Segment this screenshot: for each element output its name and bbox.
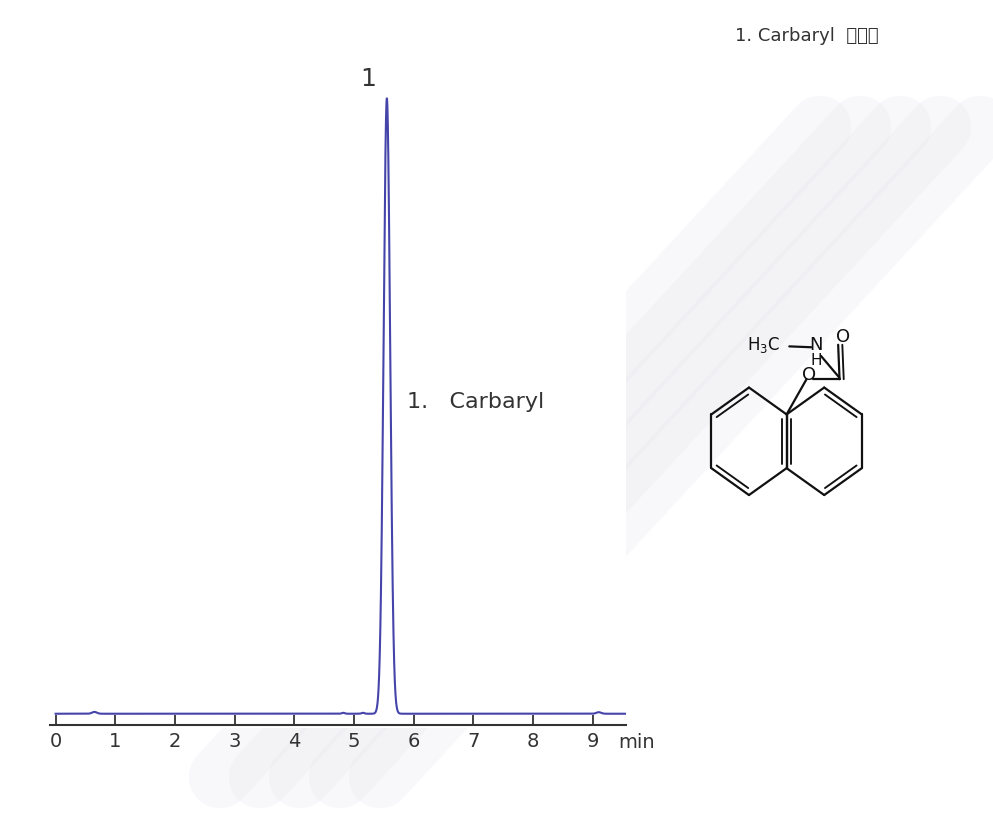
Text: O: O [802,366,816,384]
Text: 1: 1 [359,68,375,92]
Text: 1. Carbaryl  甲萸威: 1. Carbaryl 甲萸威 [735,27,879,45]
Text: min: min [618,733,654,752]
Text: O: O [836,328,850,347]
Text: H: H [810,352,822,368]
Text: 1.   Carbaryl: 1. Carbaryl [407,392,544,412]
Text: N: N [809,336,823,354]
Text: H$_3$C: H$_3$C [747,335,780,355]
